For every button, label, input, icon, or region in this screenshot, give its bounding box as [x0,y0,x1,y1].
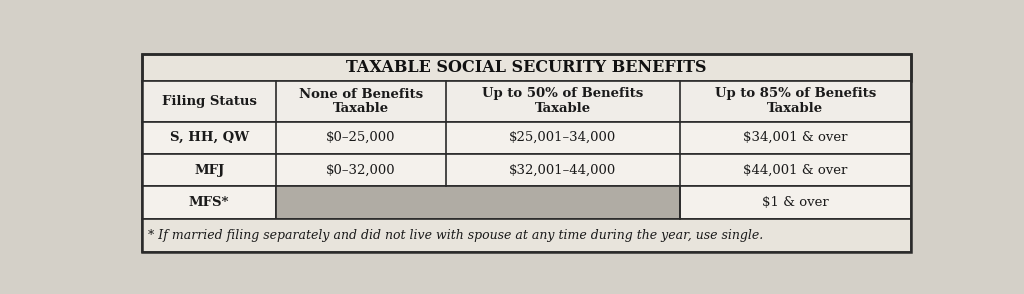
Bar [142,54,910,253]
Text: MFS*: MFS* [189,196,229,209]
Bar [680,186,910,218]
Bar [142,121,910,154]
Text: TAXABLE SOCIAL SECURITY BENEFITS: TAXABLE SOCIAL SECURITY BENEFITS [346,59,707,76]
Text: S, HH, QW: S, HH, QW [170,131,249,144]
Bar [142,154,910,186]
Text: $32,001–44,000: $32,001–44,000 [509,163,616,176]
Bar [142,186,276,218]
Text: $1 & over: $1 & over [762,196,828,209]
Text: $34,001 & over: $34,001 & over [743,131,848,144]
Bar [276,186,680,218]
Text: Filing Status: Filing Status [162,95,257,108]
Text: $0–32,000: $0–32,000 [327,163,396,176]
Text: None of Benefits
Taxable: None of Benefits Taxable [299,88,423,116]
Bar [142,54,910,81]
Bar [142,218,910,253]
Text: MFJ: MFJ [195,163,224,176]
Text: Up to 50% of Benefits
Taxable: Up to 50% of Benefits Taxable [482,88,643,116]
Bar [142,81,910,121]
Text: $0–25,000: $0–25,000 [327,131,396,144]
Text: $25,001–34,000: $25,001–34,000 [509,131,616,144]
Text: * If married filing separately and did not live with spouse at any time during t: * If married filing separately and did n… [148,229,764,242]
Text: Up to 85% of Benefits
Taxable: Up to 85% of Benefits Taxable [715,88,877,116]
Text: $44,001 & over: $44,001 & over [743,163,848,176]
